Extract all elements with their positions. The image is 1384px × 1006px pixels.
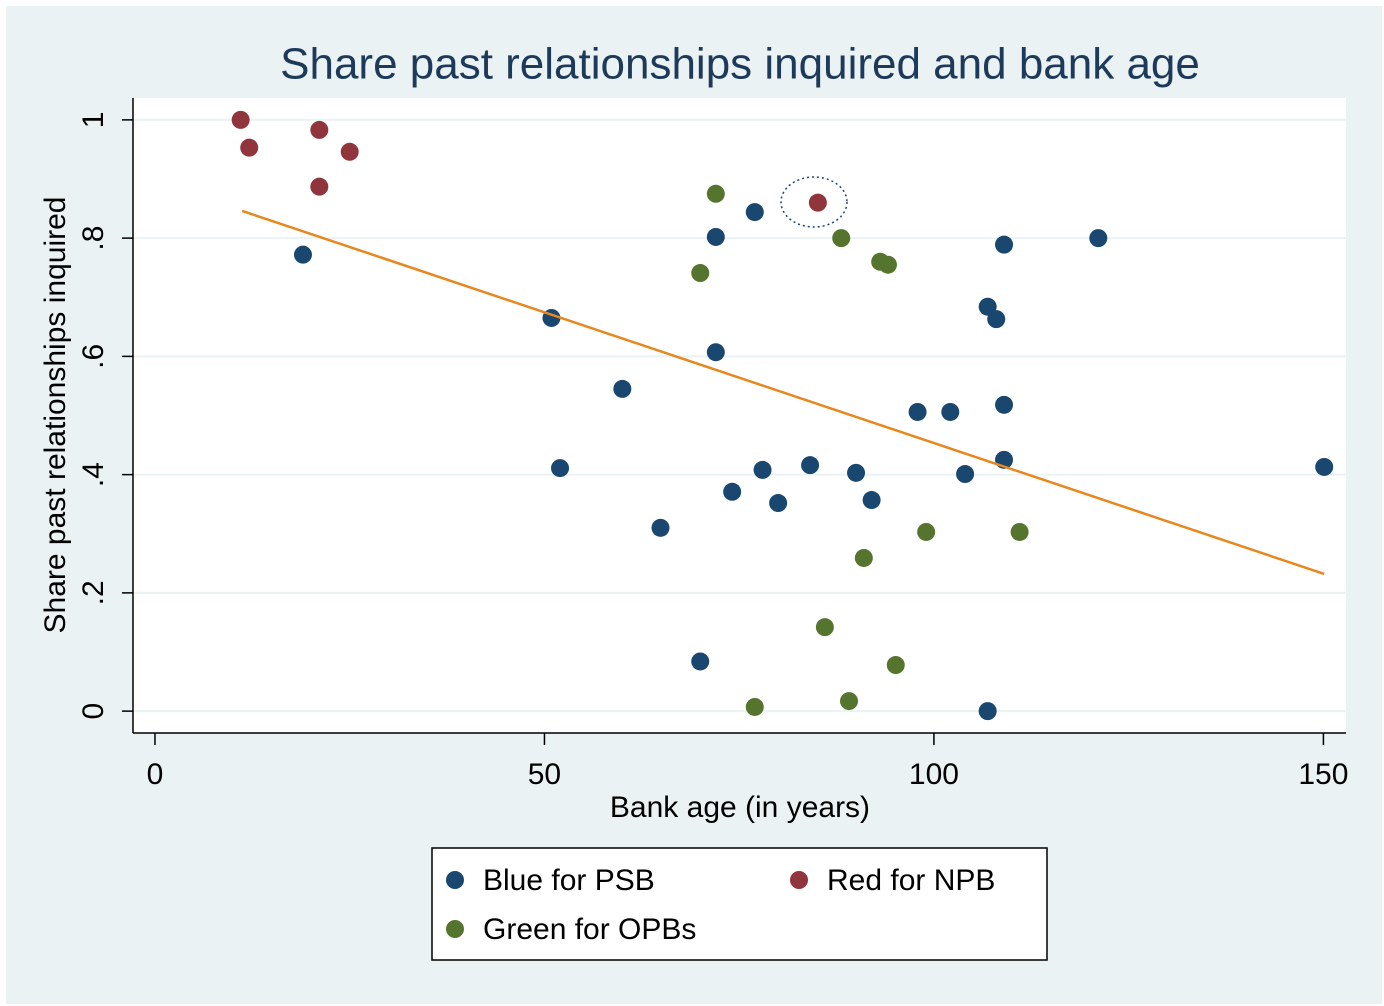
point xyxy=(551,459,570,478)
point xyxy=(815,618,834,637)
point xyxy=(753,460,772,479)
point xyxy=(878,255,897,274)
x-tick-label: 150 xyxy=(1298,758,1348,791)
point xyxy=(908,402,927,421)
point xyxy=(231,110,250,129)
point xyxy=(706,184,725,203)
point xyxy=(886,656,905,675)
legend-label: Red for NPB xyxy=(827,864,995,897)
point xyxy=(862,491,881,510)
legend-marker xyxy=(446,920,464,938)
point xyxy=(840,692,859,711)
y-tick-label: 1 xyxy=(77,112,110,129)
x-axis-label: Bank age (in years) xyxy=(610,791,870,824)
x-tick-label: 50 xyxy=(528,758,561,791)
point xyxy=(613,379,632,398)
point xyxy=(651,518,670,537)
y-tick-label: .4 xyxy=(77,462,110,487)
point xyxy=(1089,229,1108,248)
legend-marker xyxy=(446,871,464,889)
point xyxy=(808,193,827,212)
point xyxy=(941,402,960,421)
x-tick-label: 0 xyxy=(147,758,164,791)
point xyxy=(691,652,710,671)
y-tick-label: 0 xyxy=(77,703,110,720)
point xyxy=(745,203,764,222)
point xyxy=(240,138,259,157)
point xyxy=(706,227,725,246)
point xyxy=(310,177,329,196)
point xyxy=(293,245,312,264)
legend-label: Green for OPBs xyxy=(483,913,696,946)
point xyxy=(691,264,710,283)
legend-label: Blue for PSB xyxy=(483,864,655,897)
y-tick-label: .2 xyxy=(77,580,110,605)
fit-line xyxy=(241,209,1325,576)
y-axis-label: Share past relationships inquired xyxy=(39,197,72,634)
point xyxy=(723,482,742,501)
point xyxy=(956,465,975,484)
chart-title: Share past relationships inquired and ba… xyxy=(280,40,1200,89)
point xyxy=(1010,522,1029,541)
point xyxy=(706,343,725,362)
point xyxy=(917,522,936,541)
point xyxy=(832,229,851,248)
point xyxy=(801,456,820,475)
x-tick-label: 100 xyxy=(909,758,959,791)
legend xyxy=(431,847,1048,961)
point xyxy=(310,120,329,139)
y-tick-label: .8 xyxy=(77,226,110,251)
point xyxy=(769,494,788,513)
point xyxy=(340,142,359,161)
legend-marker xyxy=(790,871,808,889)
point xyxy=(1315,457,1334,476)
y-tick-label: .6 xyxy=(77,344,110,369)
point xyxy=(978,702,997,721)
point xyxy=(995,235,1014,254)
annotation-circle xyxy=(780,176,848,228)
point xyxy=(854,548,873,567)
point xyxy=(847,463,866,482)
plot-area xyxy=(133,98,1346,733)
point xyxy=(995,395,1014,414)
point xyxy=(987,310,1006,329)
point xyxy=(745,697,764,716)
